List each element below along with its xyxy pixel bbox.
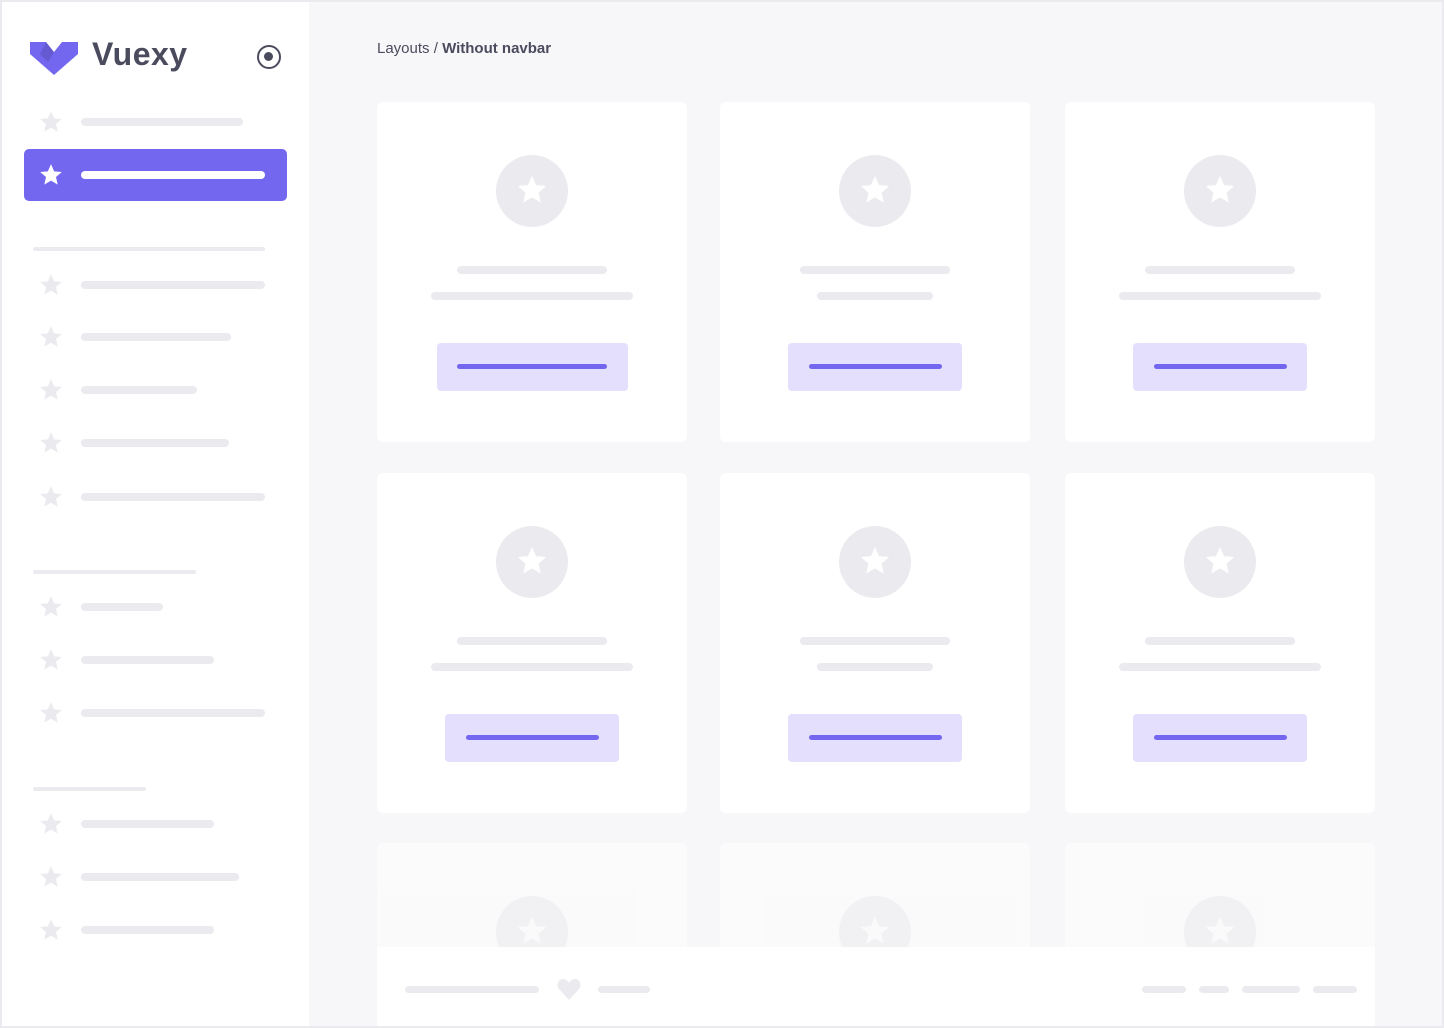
star-icon (38, 647, 64, 673)
sidebar-nav-item[interactable] (2, 102, 302, 142)
star-icon (38, 430, 64, 456)
star-icon (38, 917, 64, 943)
subtitle-placeholder (817, 292, 933, 300)
breadcrumb-parent[interactable]: Layouts (377, 40, 430, 57)
brand-name: Vuexy (92, 36, 188, 72)
sidebar: Vuexy (2, 2, 309, 1026)
sidebar-nav-item[interactable] (2, 857, 302, 897)
star-icon (38, 162, 64, 188)
footer-link-placeholder[interactable] (1199, 986, 1229, 993)
card (720, 473, 1030, 813)
nav-label-placeholder (81, 493, 265, 501)
vuexy-logo-icon (30, 42, 78, 75)
title-placeholder (800, 266, 950, 274)
nav-label-placeholder (81, 171, 265, 179)
footer-link-placeholder[interactable] (1313, 986, 1357, 993)
nav-label-placeholder (81, 118, 243, 126)
card-action-button[interactable] (788, 714, 962, 762)
nav-label-placeholder (81, 603, 163, 611)
star-icon (38, 324, 64, 350)
breadcrumb: Layouts / Without navbar (377, 40, 551, 57)
sidebar-nav-item[interactable] (2, 370, 302, 410)
sidebar-nav-item[interactable] (2, 477, 302, 517)
footer-text-placeholder (405, 986, 539, 993)
star-icon (38, 864, 64, 890)
sidebar-toggle-icon[interactable] (257, 45, 281, 69)
star-icon (38, 109, 64, 135)
card (377, 473, 687, 813)
sidebar-nav-item[interactable] (2, 423, 302, 463)
breadcrumb-current: Without navbar (442, 40, 552, 57)
heart-icon (557, 978, 581, 1000)
nav-label-placeholder (81, 709, 265, 717)
card-action-button[interactable] (1133, 714, 1307, 762)
title-placeholder (457, 266, 607, 274)
subtitle-placeholder (431, 292, 633, 300)
card-action-button[interactable] (436, 343, 628, 391)
star-icon (38, 811, 64, 837)
nav-label-placeholder (81, 926, 214, 934)
avatar-placeholder (1184, 526, 1256, 598)
sidebar-nav-item[interactable] (2, 804, 302, 844)
card-action-button[interactable] (788, 343, 962, 391)
star-icon (1203, 544, 1237, 578)
subtitle-placeholder (1119, 292, 1321, 300)
star-icon (38, 484, 64, 510)
nav-label-placeholder (81, 439, 229, 447)
avatar-placeholder (496, 155, 568, 227)
card (1065, 473, 1375, 813)
section-divider (33, 247, 265, 251)
nav-label-placeholder (81, 656, 214, 664)
nav-label-placeholder (81, 333, 231, 341)
nav-label-placeholder (81, 386, 197, 394)
star-icon (858, 173, 892, 207)
star-icon (515, 914, 549, 948)
star-icon (858, 914, 892, 948)
avatar-placeholder (839, 526, 911, 598)
star-icon (1203, 173, 1237, 207)
star-icon (1203, 914, 1237, 948)
card-action-button[interactable] (445, 714, 619, 762)
avatar-placeholder (496, 526, 568, 598)
star-icon (858, 544, 892, 578)
card (1065, 102, 1375, 442)
section-divider (33, 787, 146, 791)
title-placeholder (1145, 637, 1295, 645)
sidebar-nav-item[interactable] (2, 587, 302, 627)
title-placeholder (457, 637, 607, 645)
star-icon (38, 377, 64, 403)
title-placeholder (800, 637, 950, 645)
section-divider (33, 570, 196, 574)
title-placeholder (1145, 266, 1295, 274)
sidebar-nav-item[interactable] (2, 910, 302, 950)
star-icon (515, 544, 549, 578)
sidebar-nav-item[interactable] (2, 693, 302, 733)
footer (377, 947, 1375, 1026)
sidebar-nav-item[interactable] (2, 317, 302, 357)
card (720, 102, 1030, 442)
nav-label-placeholder (81, 820, 214, 828)
card-action-button[interactable] (1133, 343, 1307, 391)
footer-link-placeholder[interactable] (1142, 986, 1186, 993)
sidebar-nav-item[interactable] (24, 149, 287, 201)
sidebar-nav-item[interactable] (2, 640, 302, 680)
subtitle-placeholder (817, 663, 933, 671)
footer-text-placeholder (598, 986, 650, 993)
subtitle-placeholder (431, 663, 633, 671)
footer-link-placeholder[interactable] (1242, 986, 1300, 993)
card (377, 102, 687, 442)
breadcrumb-separator: / (429, 40, 443, 57)
avatar-placeholder (1184, 155, 1256, 227)
star-icon (38, 272, 64, 298)
avatar-placeholder (839, 155, 911, 227)
star-icon (38, 700, 64, 726)
nav-label-placeholder (81, 281, 265, 289)
subtitle-placeholder (1119, 663, 1321, 671)
nav-label-placeholder (81, 873, 239, 881)
star-icon (38, 594, 64, 620)
star-icon (515, 173, 549, 207)
sidebar-nav-item[interactable] (2, 265, 302, 305)
